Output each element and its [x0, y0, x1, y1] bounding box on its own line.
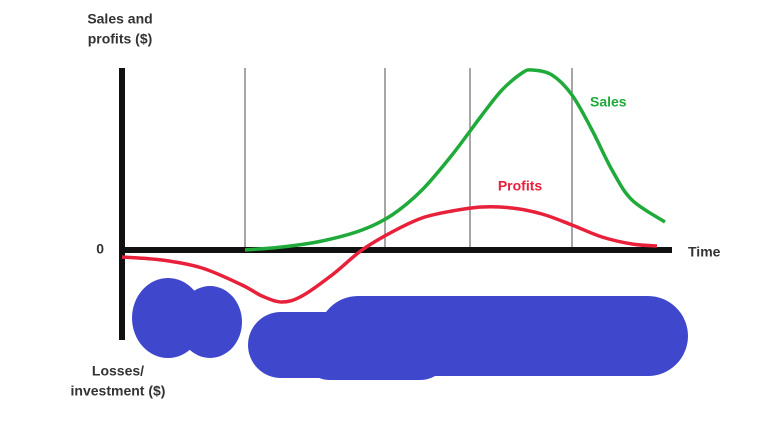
series-line [244, 68, 666, 252]
y-label-bottom: Losses/ [92, 363, 144, 379]
y-label-bottom: investment ($) [71, 383, 166, 399]
y-label-top: Sales and [87, 11, 152, 27]
series-label: Sales [590, 94, 627, 110]
series-label: Profits [498, 178, 543, 194]
series-line [121, 205, 658, 304]
y-tick-label: 0 [96, 241, 104, 257]
y-label-top: profits ($) [88, 31, 153, 47]
redaction [132, 278, 688, 380]
redaction-blob [178, 286, 242, 358]
x-label: Time [688, 244, 721, 260]
redaction-blob [300, 318, 450, 380]
